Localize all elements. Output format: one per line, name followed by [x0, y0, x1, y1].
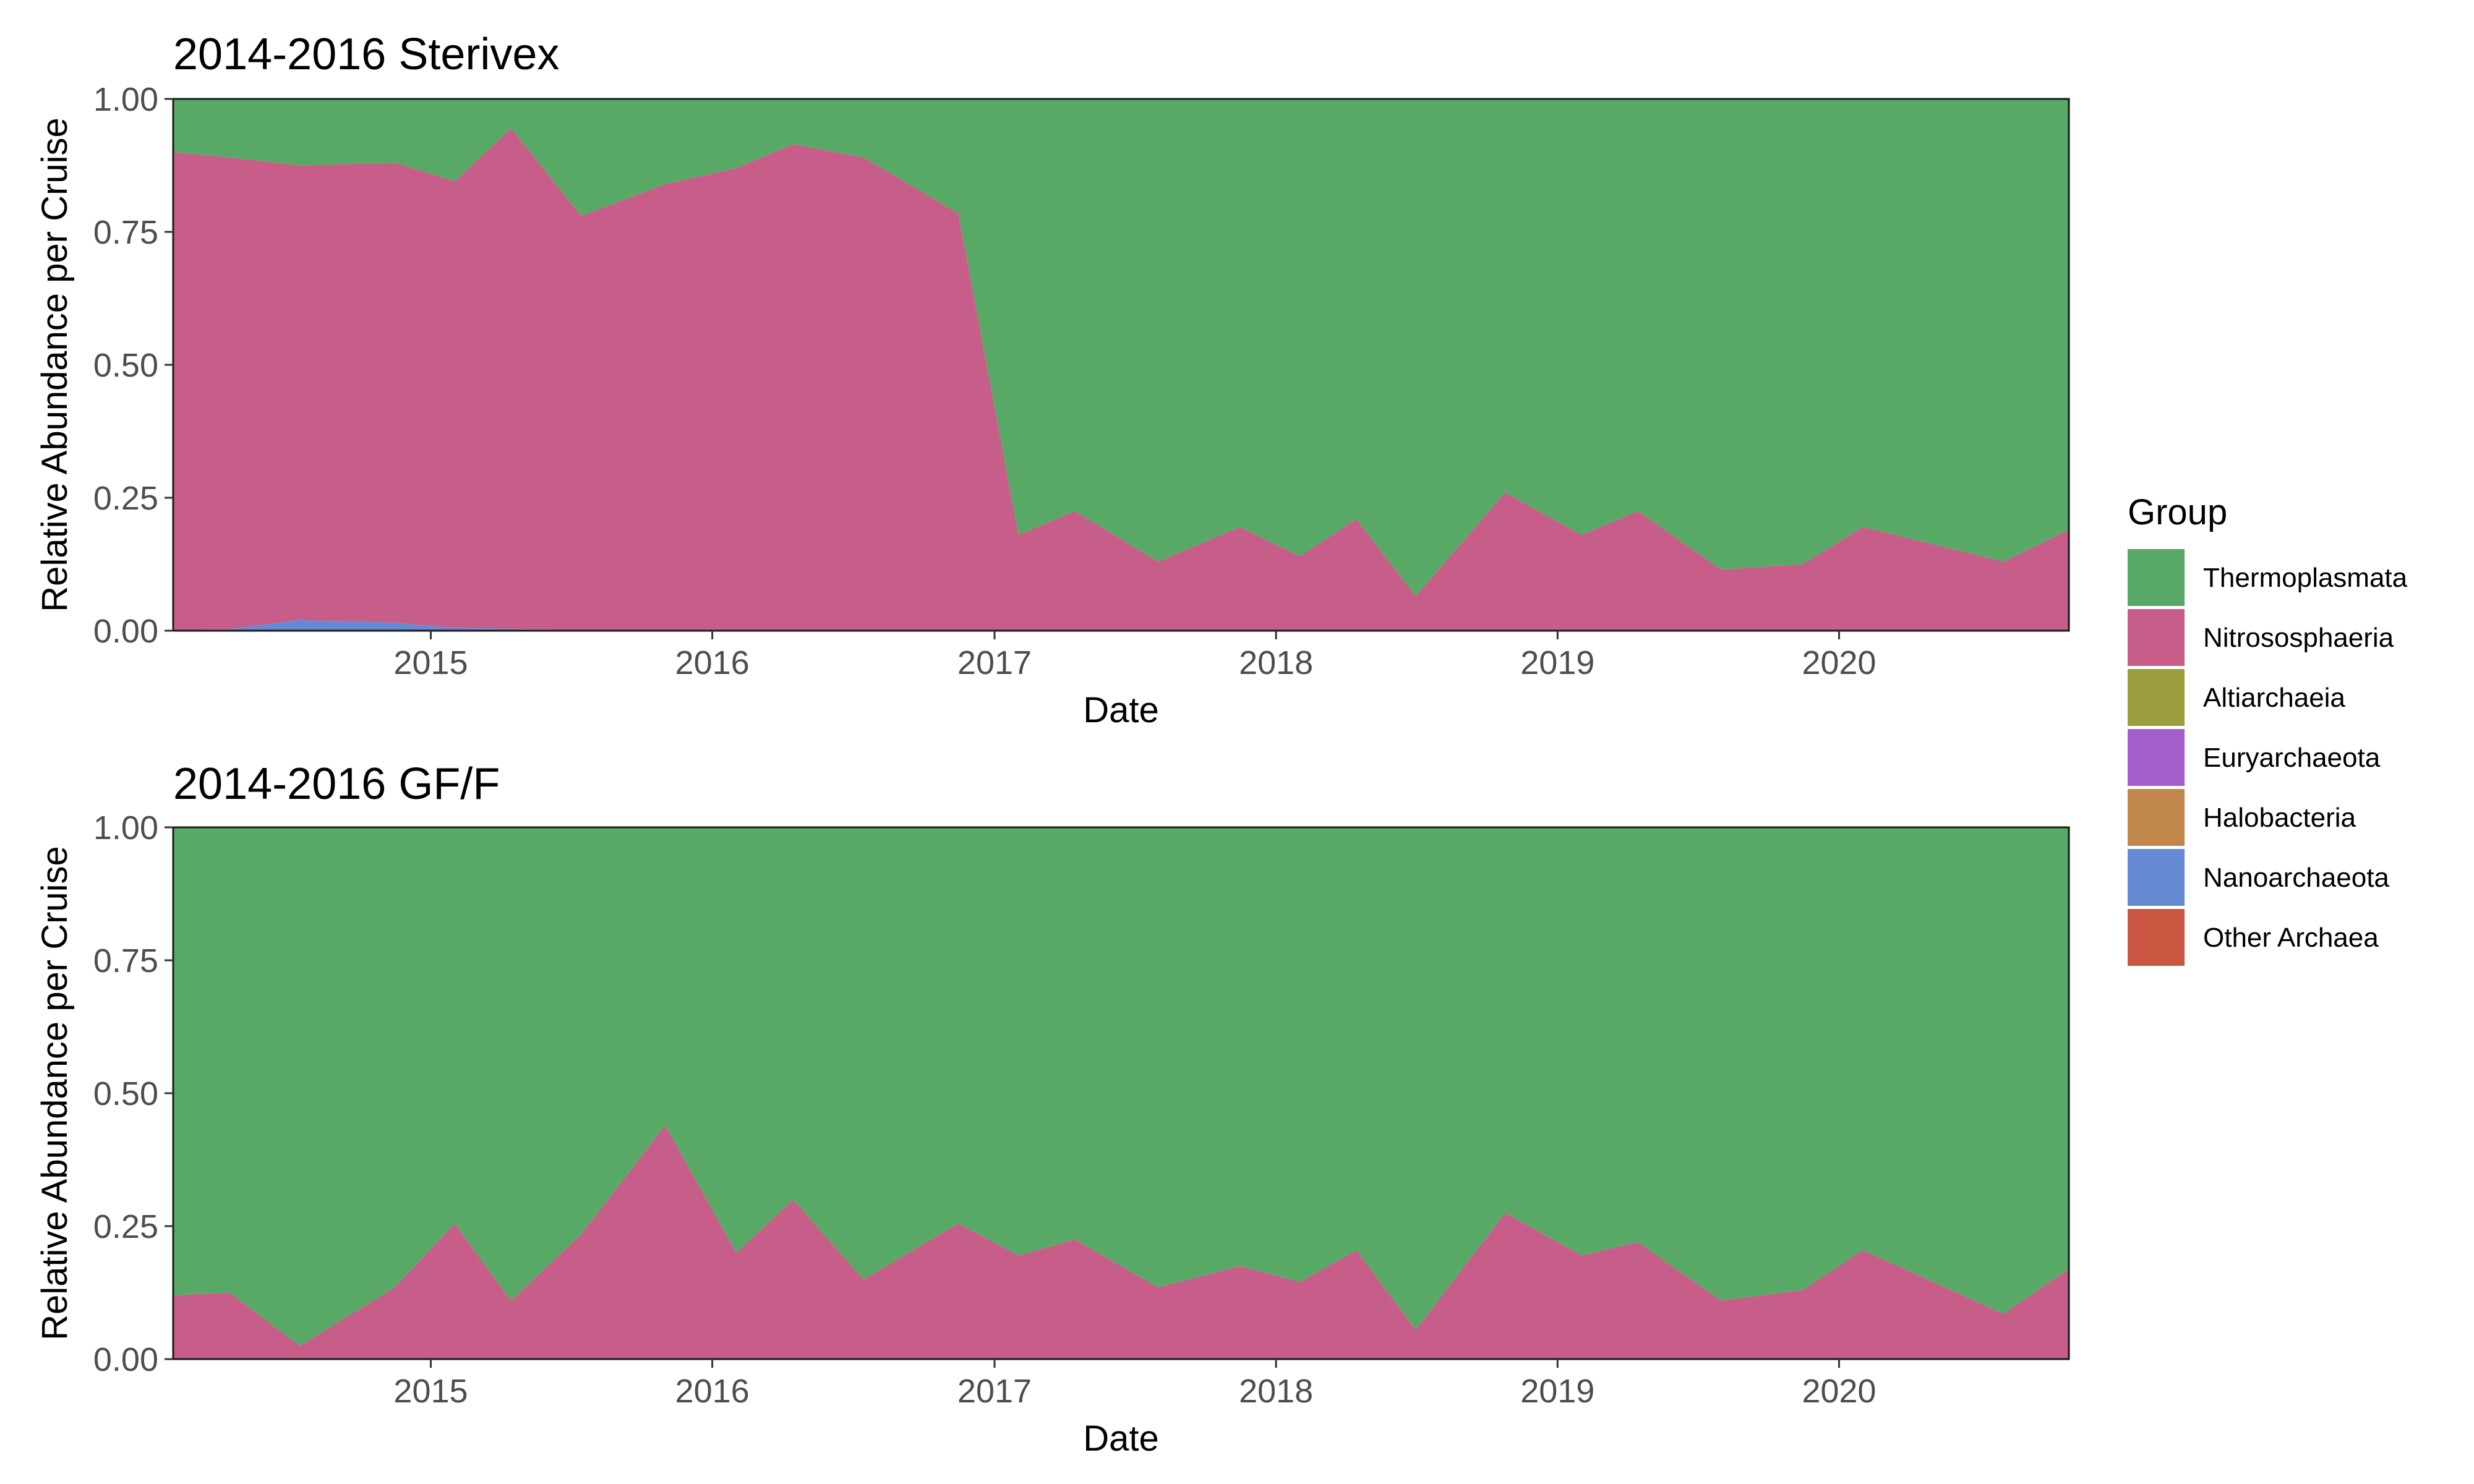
- x-tick-label: 2016: [675, 1373, 750, 1410]
- y-axis: 0.00 0.25 0.50 0.75 1.00: [93, 809, 173, 1378]
- y-tick-label: 0.75: [93, 214, 158, 251]
- x-tick-label: 2017: [957, 1373, 1032, 1410]
- y-axis-title: Relative Abundance per Cruise: [35, 117, 75, 612]
- panel-sterivex: 2014-2016 Sterivex 0.000.250.500.751.00 …: [35, 30, 2070, 730]
- legend-swatch: [2128, 909, 2185, 966]
- y-tick-label: 0.25: [93, 1208, 158, 1245]
- y-tick-label: 0.50: [93, 1075, 158, 1112]
- legend-swatch: [2128, 849, 2185, 906]
- y-axis: 0.00 0.25 0.50 0.75 1.00: [93, 81, 173, 650]
- area-nanoarchaeota: [173, 620, 2069, 631]
- x-axis-title: Date: [1083, 1418, 1159, 1459]
- x-tick-label: 2019: [1520, 1373, 1594, 1410]
- legend-label: Nanoarchaeota: [2203, 863, 2389, 893]
- y-tick-label: 0.75: [93, 942, 158, 979]
- legend-swatch: [2128, 789, 2185, 846]
- y-tick-label: 1.00: [93, 81, 158, 118]
- x-tick-label: 2016: [675, 644, 750, 681]
- panel-title: 2014-2016 Sterivex: [173, 30, 559, 79]
- x-axis: 2015 2016 2017 2018 2019 2020: [393, 1359, 1876, 1410]
- y-tick-label: 1.00: [93, 809, 158, 846]
- legend-swatch: [2128, 609, 2185, 666]
- legend-label: Euryarchaeota: [2203, 743, 2381, 773]
- x-axis: 2015 2016 2017 2018 2019 2020: [393, 631, 1876, 681]
- legend-title: Group: [2128, 492, 2227, 532]
- panel-title: 2014-2016 GF/F: [173, 759, 500, 809]
- y-tick-label: 0.00: [93, 1341, 158, 1378]
- x-tick-label: 2020: [1802, 644, 1876, 681]
- x-tick-label: 2018: [1239, 1373, 1313, 1410]
- legend-swatch: [2128, 549, 2185, 606]
- y-axis-title: Relative Abundance per Cruise: [35, 846, 75, 1341]
- area-nitrososphaeria: [173, 128, 2069, 631]
- legend-label: Altiarchaeia: [2203, 683, 2345, 713]
- legend-swatch: [2128, 729, 2185, 786]
- legend-label: Nitrososphaeria: [2203, 623, 2394, 653]
- x-tick-label: 2017: [957, 644, 1032, 681]
- x-tick-label: 2015: [393, 1373, 468, 1410]
- area-nitrososphaeria: [173, 1125, 2069, 1359]
- legend-swatch: [2128, 669, 2185, 726]
- area-thermoplasmata: [173, 99, 2069, 597]
- y-tick-label: 0.00: [93, 613, 158, 650]
- x-tick-label: 2015: [393, 644, 468, 681]
- area-layers: [173, 99, 2069, 631]
- y-tick-label: 0.25: [93, 480, 158, 517]
- x-tick-label: 2019: [1520, 644, 1594, 681]
- legend-items: Thermoplasmata Nitrososphaeria Altiarchaei…: [2128, 549, 2408, 966]
- area-thermoplasmata: [173, 827, 2069, 1346]
- x-tick-label: 2020: [1802, 1373, 1876, 1410]
- y-tick-label: 0.50: [93, 347, 158, 384]
- panel-gff: 2014-2016 GF/F 0.00 0.25 0.50 0.75 1.00 2015…: [35, 759, 2070, 1459]
- legend: Group Thermoplasmata Nitrososphaeria Altia…: [2128, 492, 2408, 966]
- x-tick-label: 2018: [1239, 644, 1313, 681]
- x-axis-title: Date: [1083, 690, 1159, 730]
- legend-label: Other Archaea: [2203, 923, 2379, 953]
- legend-label: Halobacteria: [2203, 803, 2356, 833]
- legend-label: Thermoplasmata: [2203, 563, 2408, 593]
- area-layers: [173, 827, 2069, 1359]
